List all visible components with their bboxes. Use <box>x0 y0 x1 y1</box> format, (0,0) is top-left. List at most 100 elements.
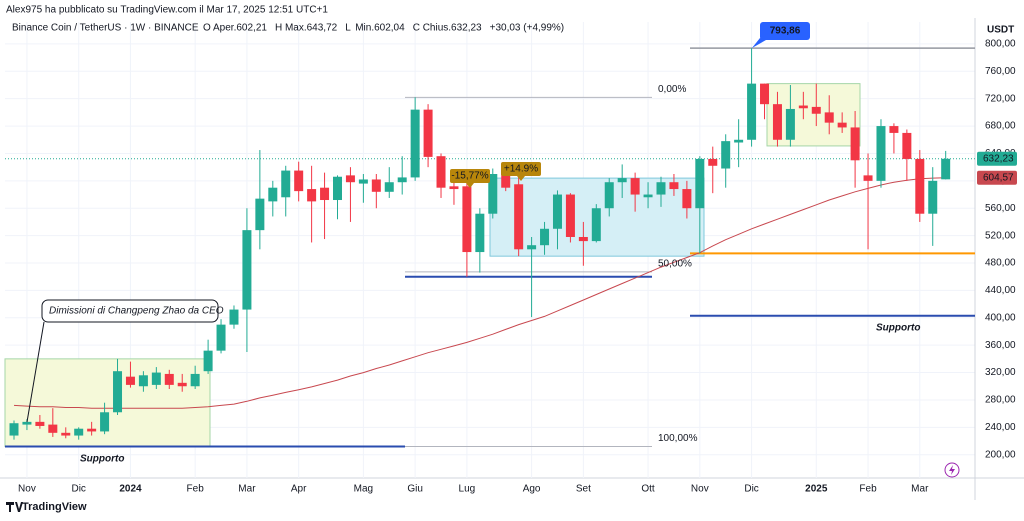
fib-label: 100,00% <box>658 433 698 444</box>
candle-body <box>164 373 174 385</box>
candle-body <box>928 180 938 214</box>
candle-body <box>475 213 485 253</box>
x-tick-label: Feb <box>859 484 877 495</box>
x-tick-label: 2025 <box>805 484 828 495</box>
y-tick-label: 400,00 <box>985 312 1016 323</box>
candle-body <box>527 245 537 250</box>
ohlc-value: Chius.632,23 <box>423 23 482 34</box>
pct-label-pointer <box>517 176 525 181</box>
y-tick-label: 720,00 <box>985 93 1016 104</box>
candle-body <box>876 126 886 181</box>
candle-body <box>125 376 135 385</box>
y-tick-label: 440,00 <box>985 285 1016 296</box>
candle-body <box>656 182 666 195</box>
candle-body <box>695 158 705 209</box>
candle-body <box>889 126 899 133</box>
candle-body <box>87 428 97 432</box>
candle-body <box>113 371 123 413</box>
alert-icon-bolt <box>949 465 955 475</box>
candle-body <box>436 156 446 188</box>
fib-label: 0,00% <box>658 84 686 95</box>
pct-label: -15,77% <box>451 171 488 182</box>
pct-label-box <box>501 162 541 176</box>
pct-label-box <box>450 169 490 183</box>
candle-body <box>721 141 731 169</box>
candle-body <box>604 182 614 209</box>
x-tick-label: Lug <box>459 484 476 495</box>
candle-body <box>371 179 381 192</box>
candle-body <box>22 421 32 425</box>
candle-body <box>915 158 925 214</box>
candle-body <box>255 198 265 231</box>
y-tick-label: 520,00 <box>985 230 1016 241</box>
candles <box>9 48 951 440</box>
ohlc-key: H <box>275 23 282 34</box>
support-label: Supporto <box>876 323 920 334</box>
ohlc-key: L <box>345 23 351 34</box>
candle-body <box>734 139 744 143</box>
price-tag-label: 632,23 <box>983 153 1014 164</box>
high-tag-pointer <box>752 38 766 48</box>
candle-body <box>941 158 951 180</box>
price-tag-label: 604,57 <box>983 172 1014 183</box>
note-box <box>41 299 219 323</box>
candle-body <box>358 179 368 184</box>
footer-brand: TradingView <box>22 501 87 513</box>
candle-body <box>824 112 834 123</box>
price-tag <box>977 170 1017 185</box>
candle-body <box>61 432 71 436</box>
support-label: Supporto <box>80 454 124 465</box>
y-tick-label: 360,00 <box>985 340 1016 351</box>
y-tick-label: 680,00 <box>985 121 1016 132</box>
candle-body <box>100 412 110 432</box>
candle-body <box>863 175 873 181</box>
candle-body <box>630 178 640 195</box>
candle-body <box>669 182 679 190</box>
x-tick-label: Ago <box>523 484 541 495</box>
y-tick-label: 200,00 <box>985 449 1016 460</box>
candle-body <box>281 170 291 198</box>
x-tick-label: Giu <box>407 484 423 495</box>
candle-body <box>9 423 19 436</box>
ohlc-value: Max.643,72 <box>285 23 338 34</box>
pct-label: +14.9% <box>504 164 538 175</box>
x-tick-label: Ott <box>641 484 655 495</box>
y-tick-label: 280,00 <box>985 395 1016 406</box>
candle-body <box>540 228 550 246</box>
candle-body <box>35 421 45 426</box>
candle-body <box>578 236 588 242</box>
price-change: +30,03 (+4,99%) <box>490 23 565 34</box>
candle-body <box>307 189 317 202</box>
y-axis-label: USDT <box>987 25 1014 36</box>
high-tag <box>760 22 810 40</box>
zone <box>4 358 211 448</box>
y-tick-label: 320,00 <box>985 367 1016 378</box>
candle-body <box>785 108 795 140</box>
x-tick-label: Nov <box>691 484 709 495</box>
candle-body <box>488 174 498 214</box>
candle-body <box>423 109 433 157</box>
candle-body <box>462 186 472 253</box>
x-tick-label: Dic <box>71 484 85 495</box>
candle-body <box>177 382 187 387</box>
candle-body <box>552 194 562 229</box>
y-tick-label: 760,00 <box>985 66 1016 77</box>
candle-body <box>294 170 304 192</box>
x-tick-label: Apr <box>291 484 307 495</box>
candle-body <box>811 106 821 114</box>
x-tick-label: 2024 <box>119 484 142 495</box>
candle-body <box>449 186 459 190</box>
price-tag <box>977 151 1017 166</box>
x-tick-label: Mag <box>354 484 373 495</box>
x-tick-label: Mar <box>911 484 929 495</box>
fib-label: 50,00% <box>658 259 692 270</box>
zone <box>766 83 861 147</box>
y-tick-label: 480,00 <box>985 258 1016 269</box>
x-tick-label: Mar <box>238 484 256 495</box>
candle-body <box>514 184 524 250</box>
candle-body <box>643 194 653 198</box>
brand-logo <box>6 502 23 512</box>
candle-body <box>242 230 252 310</box>
candle-body <box>837 122 847 128</box>
ohlc-key: O <box>203 23 211 34</box>
